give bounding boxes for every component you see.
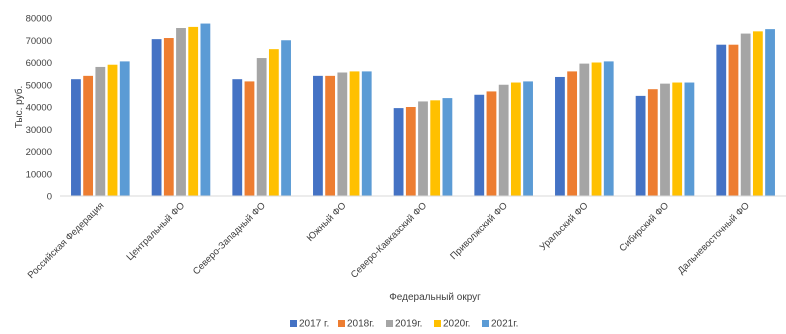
y-tick-label: 20000 [26,147,52,158]
bar [752,31,763,196]
category-label: Дальневосточный ФО [676,200,752,276]
category-label: Северо-Западный ФО [191,200,268,277]
bar [361,71,372,196]
legend-label: 2017 г. [299,319,329,330]
bar [728,44,739,197]
bar [268,49,279,197]
bar [635,95,646,197]
legend-label: 2021г. [491,319,518,330]
bar [107,64,118,196]
y-tick-label: 40000 [26,103,52,114]
bar [603,61,614,196]
bar [510,82,521,196]
bar [337,72,348,196]
y-tick-label: 70000 [26,36,52,47]
y-axis-title: Тыс. руб. [13,86,25,128]
bar [325,75,336,196]
bar [523,81,533,196]
bar [647,89,658,196]
y-tick-label: 80000 [26,14,52,25]
legend-label: 2018г. [347,319,374,330]
x-axis-title: Федеральный округ [389,292,481,303]
legend-swatch [338,320,345,327]
bar [418,101,428,196]
bar [176,28,186,197]
bar [95,66,106,196]
bar [672,82,683,196]
bar [486,91,497,196]
bar [393,108,404,196]
bar [256,58,267,196]
bars [71,23,775,197]
bar [281,40,291,196]
bar [163,38,174,196]
bar [119,61,130,196]
category-label: Уральский ФО [538,200,591,253]
category-label: Приволжский ФО [448,200,510,262]
legend-swatch [386,320,393,327]
y-axis-ticks: 0 10000 20000 30000 40000 50000 60000 70000 8000… [26,14,52,203]
y-tick-label: 30000 [26,125,52,136]
legend-swatch [434,320,441,327]
bar [405,107,416,196]
bar [555,76,565,196]
category-label: Северо-Кавказский ФО [349,200,429,280]
bar [474,94,485,196]
bar [716,44,727,197]
category-labels: Российская Федерация Центральный ФО Северо… [26,200,752,281]
bar [765,29,775,197]
y-tick-label: 10000 [26,169,52,180]
bar [579,63,590,196]
y-tick-label: 60000 [26,58,52,69]
bar [349,71,360,196]
bar [567,71,578,196]
category-label: Российская Федерация [26,200,107,281]
bar [591,62,602,196]
category-label: Сибирский ФО [617,200,671,254]
category-label: Центральный ФО [124,200,187,263]
y-tick-label: 50000 [26,80,52,91]
bar [684,82,695,196]
bar [200,23,211,197]
legend-swatch [290,320,297,327]
bar [313,75,323,196]
bar [244,81,255,196]
bar [151,39,162,196]
bar [232,79,243,196]
bar [660,83,670,196]
legend-label: 2020г. [443,319,470,330]
bar [498,84,509,196]
legend-label: 2019г. [395,319,422,330]
bar [430,100,441,196]
category-label: Южный ФО [305,200,349,244]
legend-swatch [482,320,489,327]
legend: 2017 г. 2018г. 2019г. 2020г. 2021г. [290,319,518,330]
bar [740,33,751,196]
y-tick-label: 0 [47,192,52,203]
bar [442,98,453,196]
bar [71,79,81,196]
bar [188,26,199,197]
bar [83,75,94,196]
